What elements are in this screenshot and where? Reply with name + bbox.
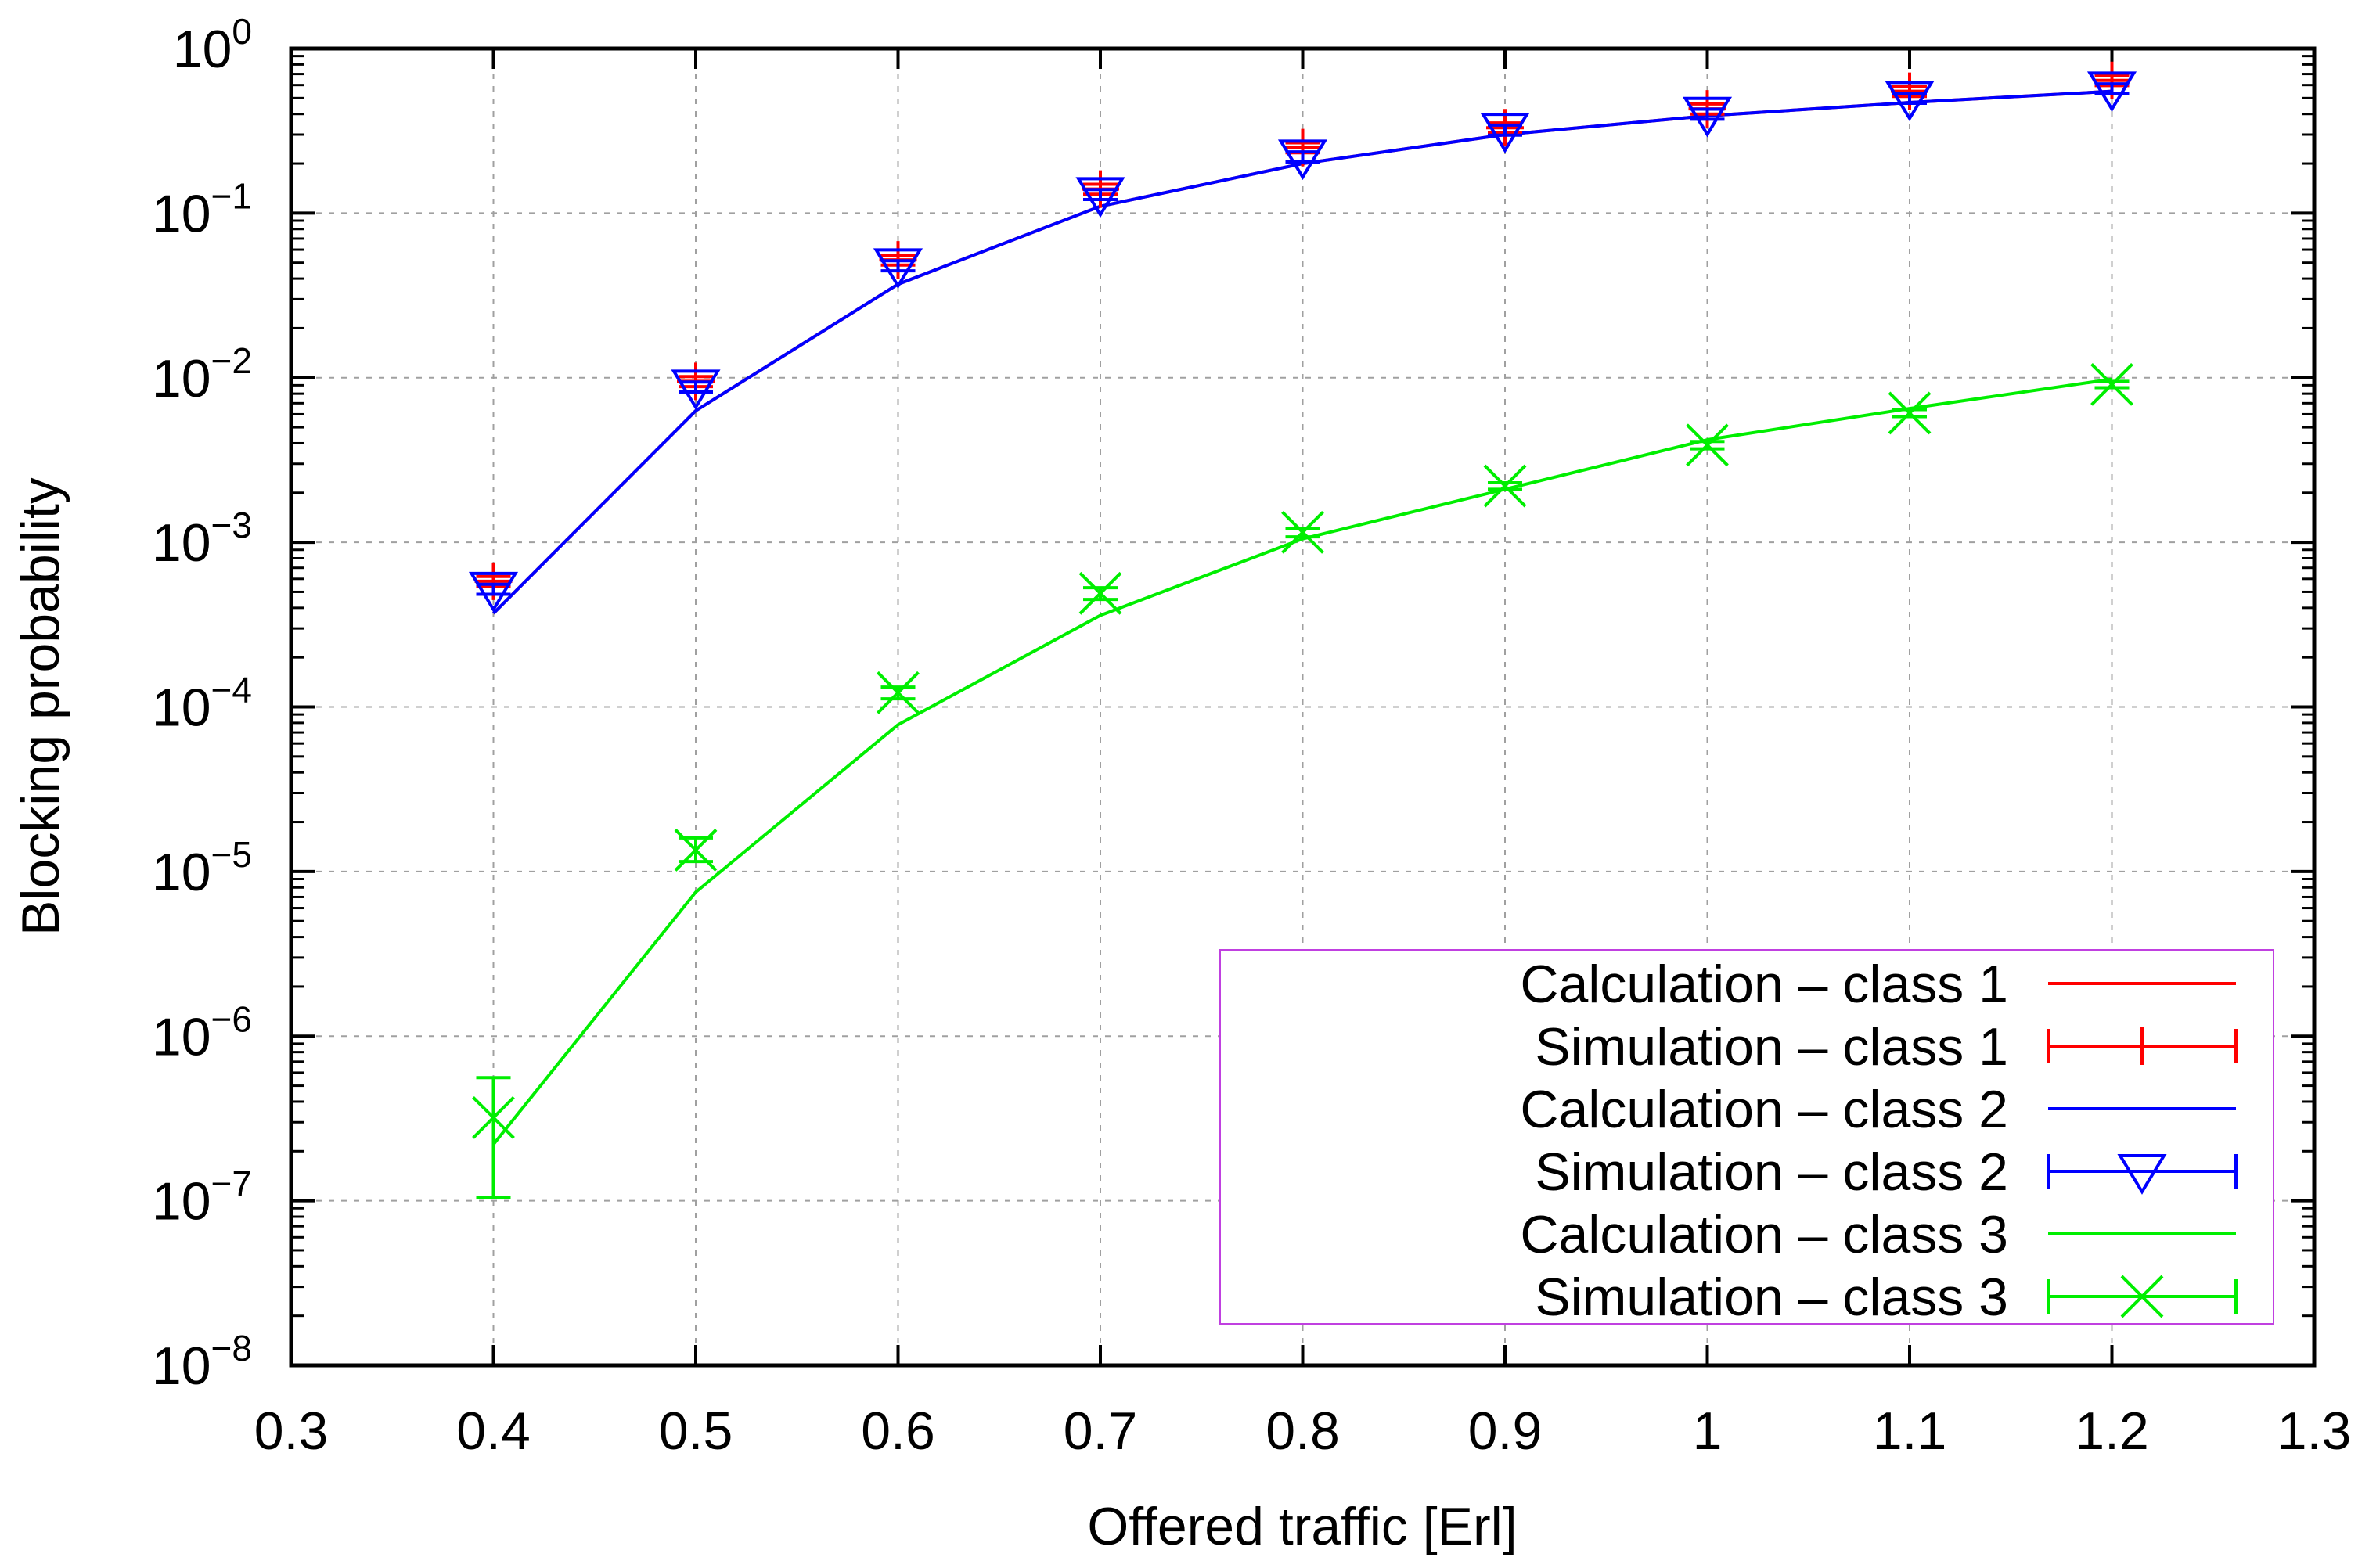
- y-tick-label: 10−2: [152, 340, 252, 408]
- data-point-triangle-down: [1480, 113, 1530, 153]
- data-point-triangle-down: [1075, 177, 1125, 218]
- plot-frame: [289, 46, 2317, 1368]
- series-layer: [468, 61, 2137, 1199]
- error-bar: [476, 582, 511, 596]
- y-tick-label: 10−7: [152, 1163, 252, 1232]
- x-tick-label: 1: [1693, 1401, 1723, 1461]
- x-tick-label: 1.1: [1873, 1401, 1947, 1461]
- y-tick-label: 10−8: [152, 1328, 252, 1396]
- error-bar: [476, 1076, 511, 1199]
- legend-label: Calculation – class 1: [1520, 955, 2008, 1014]
- data-point-cross: [1888, 391, 1932, 435]
- legend-box: [1219, 949, 2274, 1325]
- error-bar: [1285, 150, 1320, 164]
- error-bar: [1488, 123, 1522, 137]
- x-tick-label: 1.3: [2277, 1401, 2352, 1461]
- legend-errorbar-cap: [2047, 1154, 2238, 1189]
- legend-errorbar-cap: [2047, 1279, 2238, 1314]
- y-tick-label: 10−1: [152, 175, 252, 243]
- y-tick-labels: 10−8 10−7 10−6 10−5 10−4 10−3 10−2 10−1 100: [152, 11, 252, 1396]
- x-tick-label: 0.3: [254, 1401, 329, 1461]
- data-point-triangle-down: [1682, 96, 1733, 138]
- data-point-cross: [877, 671, 920, 714]
- legend-label: Simulation – class 1: [1535, 1017, 2008, 1077]
- y-tick-label: 10−4: [152, 670, 252, 738]
- x-tick-label: 0.6: [861, 1401, 935, 1461]
- data-point-cross: [1686, 423, 1729, 467]
- data-point-triangle-down: [873, 248, 923, 290]
- error-bar: [2094, 82, 2130, 95]
- data-point-cross: [1078, 571, 1122, 615]
- legend-marker-cross: [2120, 1275, 2164, 1318]
- error-bar: [1892, 92, 1927, 105]
- error-bar: [1690, 107, 1725, 121]
- legend-errorbar-cap: [2047, 1029, 2238, 1063]
- legend-label: Calculation – class 3: [1520, 1205, 2008, 1264]
- y-tick-label: 10−3: [152, 505, 252, 573]
- x-axis-title: Offered traffic [Erl]: [1087, 1497, 1517, 1556]
- data-point-triangle-down: [1885, 81, 1935, 122]
- x-tick-label: 1.2: [2075, 1401, 2149, 1461]
- data-point-cross: [674, 829, 718, 872]
- data-point-cross: [1483, 464, 1527, 508]
- y-tick-label: 100: [173, 11, 252, 79]
- error-bar: [679, 380, 713, 394]
- data-point-cross: [2090, 362, 2133, 406]
- legend-label: Simulation – class 2: [1535, 1142, 2008, 1202]
- data-point-cross: [472, 1095, 515, 1139]
- data-point-triangle-down: [671, 369, 721, 411]
- data-point-cross: [1281, 510, 1324, 554]
- y-axis-title: Blocking probability: [11, 477, 70, 936]
- series-line-4: [491, 377, 2112, 1145]
- y-tick-label: 10−6: [152, 998, 252, 1066]
- x-tick-label: 0.5: [659, 1401, 733, 1461]
- legend-label: Simulation – class 3: [1535, 1268, 2008, 1327]
- x-tick-label: 0.7: [1064, 1401, 1138, 1461]
- data-point-triangle-down: [468, 571, 519, 613]
- error-bar: [1083, 188, 1118, 202]
- x-tick-label: 0.8: [1266, 1401, 1340, 1461]
- legend-marker-triangle-down: [2117, 1154, 2167, 1195]
- y-tick-label: 10−5: [152, 834, 252, 902]
- x-tick-label: 0.9: [1468, 1401, 1543, 1461]
- data-point-triangle-down: [2086, 71, 2137, 113]
- error-bar: [880, 259, 916, 273]
- legend-marker-plus: [2123, 1027, 2161, 1065]
- x-tick-label: 0.4: [456, 1401, 531, 1461]
- x-tick-labels: 0.3 0.4 0.5 0.6 0.7 0.8 0.9 1 1.1 1.2 1.3: [254, 1401, 2352, 1461]
- legend-label: Calculation – class 2: [1520, 1080, 2008, 1139]
- data-point-triangle-down: [1277, 139, 1328, 181]
